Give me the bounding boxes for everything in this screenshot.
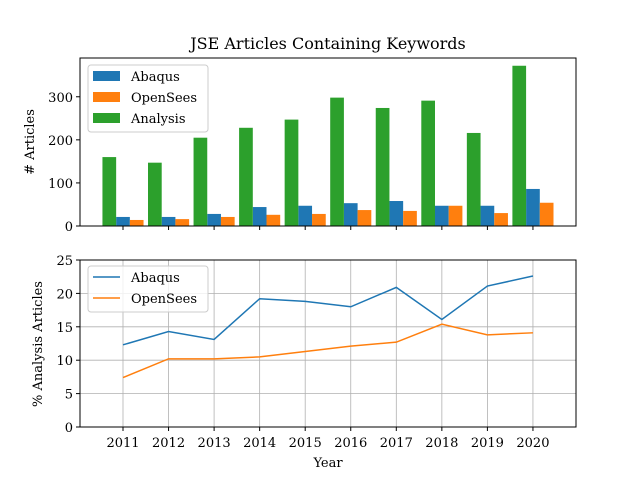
y-tick-label: 25 — [56, 254, 73, 269]
chart-title: JSE Articles Containing Keywords — [188, 34, 466, 53]
bottom-axes-frame — [79, 259, 577, 428]
bar-abaqus-2014 — [252, 207, 267, 226]
bar-analysis-2011 — [102, 157, 117, 226]
bar-opensees-2014 — [266, 214, 281, 226]
bar-opensees-2019 — [494, 213, 508, 226]
bar-analysis-2017 — [375, 107, 390, 226]
top-legend: Abaqus OpenSees Analysis — [87, 64, 209, 133]
legend-label-abaqus: Abaqus — [130, 271, 180, 286]
y-tick-label: 100 — [48, 177, 73, 192]
bar-abaqus-2013 — [207, 213, 221, 226]
bar-analysis-2018 — [421, 100, 435, 226]
legend-label-opensees: OpenSees — [131, 91, 197, 106]
bar-abaqus-2019 — [480, 205, 495, 226]
y-tick-label: 15 — [56, 321, 73, 336]
bar-opensees-2013 — [220, 216, 235, 226]
y-tick-label: 0 — [65, 220, 73, 235]
bar-analysis-2015 — [284, 119, 299, 226]
x-tick-label: 2019 — [471, 436, 504, 451]
x-tick-label: 2011 — [106, 436, 139, 451]
legend-label-abaqus: Abaqus — [130, 70, 180, 85]
bar-analysis-2013 — [193, 137, 208, 226]
bar-analysis-2019 — [466, 132, 481, 226]
x-tick-label: 2016 — [334, 436, 367, 451]
y-tick-label: 0 — [65, 421, 73, 436]
legend-label-opensees: OpenSees — [131, 292, 197, 307]
y-tick-label: 200 — [48, 134, 73, 149]
x-tick-label: 2018 — [425, 436, 458, 451]
bar-abaqus-2016 — [343, 203, 358, 226]
y-tick-label: 10 — [56, 354, 73, 369]
x-tick-label: 2017 — [380, 436, 413, 451]
bar-opensees-2018 — [448, 205, 463, 226]
top-y-axis-label: # Articles — [23, 109, 38, 175]
bar-opensees-2015 — [312, 213, 326, 226]
x-tick-label: 2013 — [198, 436, 231, 451]
x-tick-label: 2020 — [516, 436, 549, 451]
bar-opensees-2011 — [129, 219, 144, 226]
bar-analysis-2012 — [148, 162, 162, 226]
x-tick-label: 2014 — [243, 436, 276, 451]
bar-abaqus-2011 — [116, 216, 130, 226]
bottom-y-axis-label: % Analysis Articles — [31, 281, 46, 407]
bottom-legend: Abaqus OpenSees — [87, 265, 209, 313]
x-tick-label: 2015 — [289, 436, 322, 451]
legend-label-analysis: Analysis — [130, 112, 186, 127]
legend-swatch-abaqus — [93, 71, 120, 81]
bar-opensees-2016 — [357, 210, 372, 226]
bar-abaqus-2020 — [526, 188, 540, 226]
bar-abaqus-2018 — [435, 205, 449, 226]
bar-abaqus-2017 — [389, 201, 404, 226]
bar-opensees-2012 — [175, 219, 190, 226]
top-axes-frame — [79, 57, 577, 227]
y-tick-label: 5 — [65, 388, 73, 403]
line-abaqus — [122, 275, 534, 346]
bar-analysis-2020 — [512, 65, 527, 226]
legend-swatch-opensees — [93, 92, 120, 102]
bar-abaqus-2012 — [161, 216, 176, 226]
bar-analysis-2014 — [239, 127, 253, 226]
bar-chart: 0 100 200 300 Abaqus OpenSees Analysis — [48, 57, 577, 235]
x-axis-label: Year — [312, 456, 343, 471]
bar-opensees-2017 — [403, 210, 417, 226]
bar-analysis-2016 — [330, 97, 344, 226]
y-tick-label: 300 — [48, 91, 73, 106]
line-opensees — [122, 323, 533, 379]
x-tick-label: 2012 — [152, 436, 185, 451]
bar-opensees-2020 — [539, 202, 554, 226]
line-chart: 0 5 10 15 20 25 2011 2012 2013 2014 2015 2016 2017 20… — [56, 254, 577, 451]
y-tick-label: 20 — [56, 287, 73, 302]
legend-swatch-analysis — [93, 113, 120, 123]
bar-abaqus-2015 — [298, 205, 313, 226]
